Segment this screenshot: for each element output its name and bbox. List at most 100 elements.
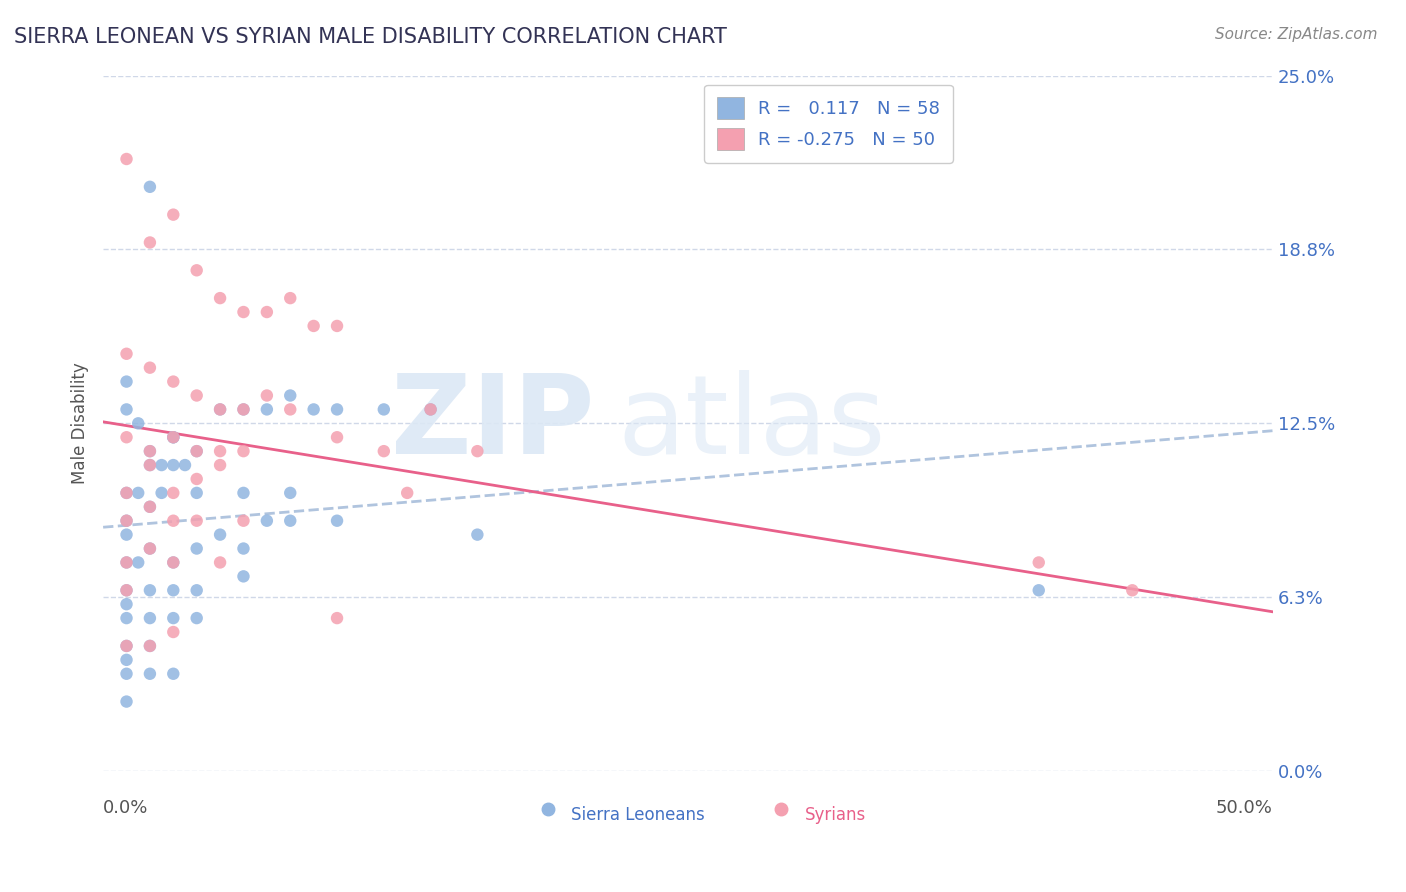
Point bbox=[115, 666, 138, 681]
Point bbox=[186, 541, 208, 556]
Point bbox=[162, 458, 184, 472]
Point bbox=[326, 611, 349, 625]
Point bbox=[256, 402, 278, 417]
Legend: R =   0.117   N = 58, R = -0.275   N = 50: R = 0.117 N = 58, R = -0.275 N = 50 bbox=[704, 85, 953, 163]
Text: 0.0%: 0.0% bbox=[103, 799, 149, 817]
Point bbox=[302, 402, 325, 417]
Point bbox=[326, 514, 349, 528]
Point bbox=[115, 639, 138, 653]
Point bbox=[139, 179, 162, 194]
Point bbox=[139, 235, 162, 250]
Point bbox=[232, 444, 254, 458]
Point bbox=[162, 556, 184, 570]
Point bbox=[186, 472, 208, 486]
Text: SIERRA LEONEAN VS SYRIAN MALE DISABILITY CORRELATION CHART: SIERRA LEONEAN VS SYRIAN MALE DISABILITY… bbox=[14, 27, 727, 46]
Point bbox=[467, 444, 489, 458]
Text: Syrians: Syrians bbox=[804, 805, 866, 824]
Point bbox=[326, 402, 349, 417]
Point bbox=[174, 458, 197, 472]
Point bbox=[139, 639, 162, 653]
Text: Source: ZipAtlas.com: Source: ZipAtlas.com bbox=[1215, 27, 1378, 42]
Point bbox=[186, 388, 208, 402]
Point bbox=[115, 556, 138, 570]
Point bbox=[232, 402, 254, 417]
Text: ZIP: ZIP bbox=[391, 370, 595, 477]
Point bbox=[232, 486, 254, 500]
Point bbox=[115, 430, 138, 444]
Text: atlas: atlas bbox=[617, 370, 886, 477]
Point bbox=[139, 583, 162, 598]
Point bbox=[139, 458, 162, 472]
Point bbox=[186, 486, 208, 500]
Point bbox=[150, 458, 173, 472]
Point bbox=[278, 291, 301, 305]
Point bbox=[115, 514, 138, 528]
Point bbox=[278, 486, 301, 500]
Point bbox=[162, 208, 184, 222]
Point bbox=[162, 430, 184, 444]
Point bbox=[186, 514, 208, 528]
Point bbox=[139, 541, 162, 556]
Point bbox=[232, 514, 254, 528]
Point bbox=[127, 417, 149, 431]
Point bbox=[278, 388, 301, 402]
Point bbox=[326, 430, 349, 444]
Point bbox=[186, 444, 208, 458]
Point bbox=[127, 556, 149, 570]
Point bbox=[162, 430, 184, 444]
Point bbox=[209, 291, 232, 305]
Point bbox=[115, 486, 138, 500]
Point bbox=[232, 305, 254, 319]
Point bbox=[256, 388, 278, 402]
Point bbox=[186, 583, 208, 598]
Point bbox=[209, 402, 232, 417]
Point bbox=[139, 444, 162, 458]
Point bbox=[127, 486, 149, 500]
Point bbox=[162, 486, 184, 500]
Point bbox=[115, 402, 138, 417]
Point bbox=[139, 444, 162, 458]
Point bbox=[139, 500, 162, 514]
Point bbox=[115, 639, 138, 653]
Point bbox=[1028, 583, 1050, 598]
Point bbox=[115, 347, 138, 361]
Point bbox=[209, 444, 232, 458]
Point bbox=[115, 695, 138, 709]
Point bbox=[139, 611, 162, 625]
Point bbox=[162, 583, 184, 598]
Point bbox=[115, 583, 138, 598]
Point bbox=[186, 611, 208, 625]
Point bbox=[419, 402, 441, 417]
Point bbox=[232, 541, 254, 556]
Point bbox=[115, 514, 138, 528]
Point bbox=[209, 458, 232, 472]
Point bbox=[186, 444, 208, 458]
Point bbox=[326, 318, 349, 333]
Point bbox=[139, 360, 162, 375]
Point bbox=[162, 430, 184, 444]
Point bbox=[396, 486, 419, 500]
Point bbox=[115, 152, 138, 166]
Point bbox=[232, 569, 254, 583]
Text: 50.0%: 50.0% bbox=[1216, 799, 1272, 817]
Point bbox=[209, 402, 232, 417]
Point bbox=[162, 666, 184, 681]
Point bbox=[115, 556, 138, 570]
Point bbox=[256, 514, 278, 528]
Point bbox=[115, 527, 138, 541]
Point bbox=[162, 611, 184, 625]
Point bbox=[419, 402, 441, 417]
Point bbox=[373, 444, 395, 458]
Point bbox=[139, 639, 162, 653]
Point bbox=[162, 375, 184, 389]
Point bbox=[1121, 583, 1143, 598]
Point bbox=[1028, 556, 1050, 570]
Point bbox=[278, 514, 301, 528]
Point bbox=[232, 402, 254, 417]
Y-axis label: Male Disability: Male Disability bbox=[72, 362, 89, 484]
Point bbox=[162, 625, 184, 640]
Point bbox=[139, 500, 162, 514]
Point bbox=[115, 653, 138, 667]
Point bbox=[115, 583, 138, 598]
Point bbox=[139, 666, 162, 681]
